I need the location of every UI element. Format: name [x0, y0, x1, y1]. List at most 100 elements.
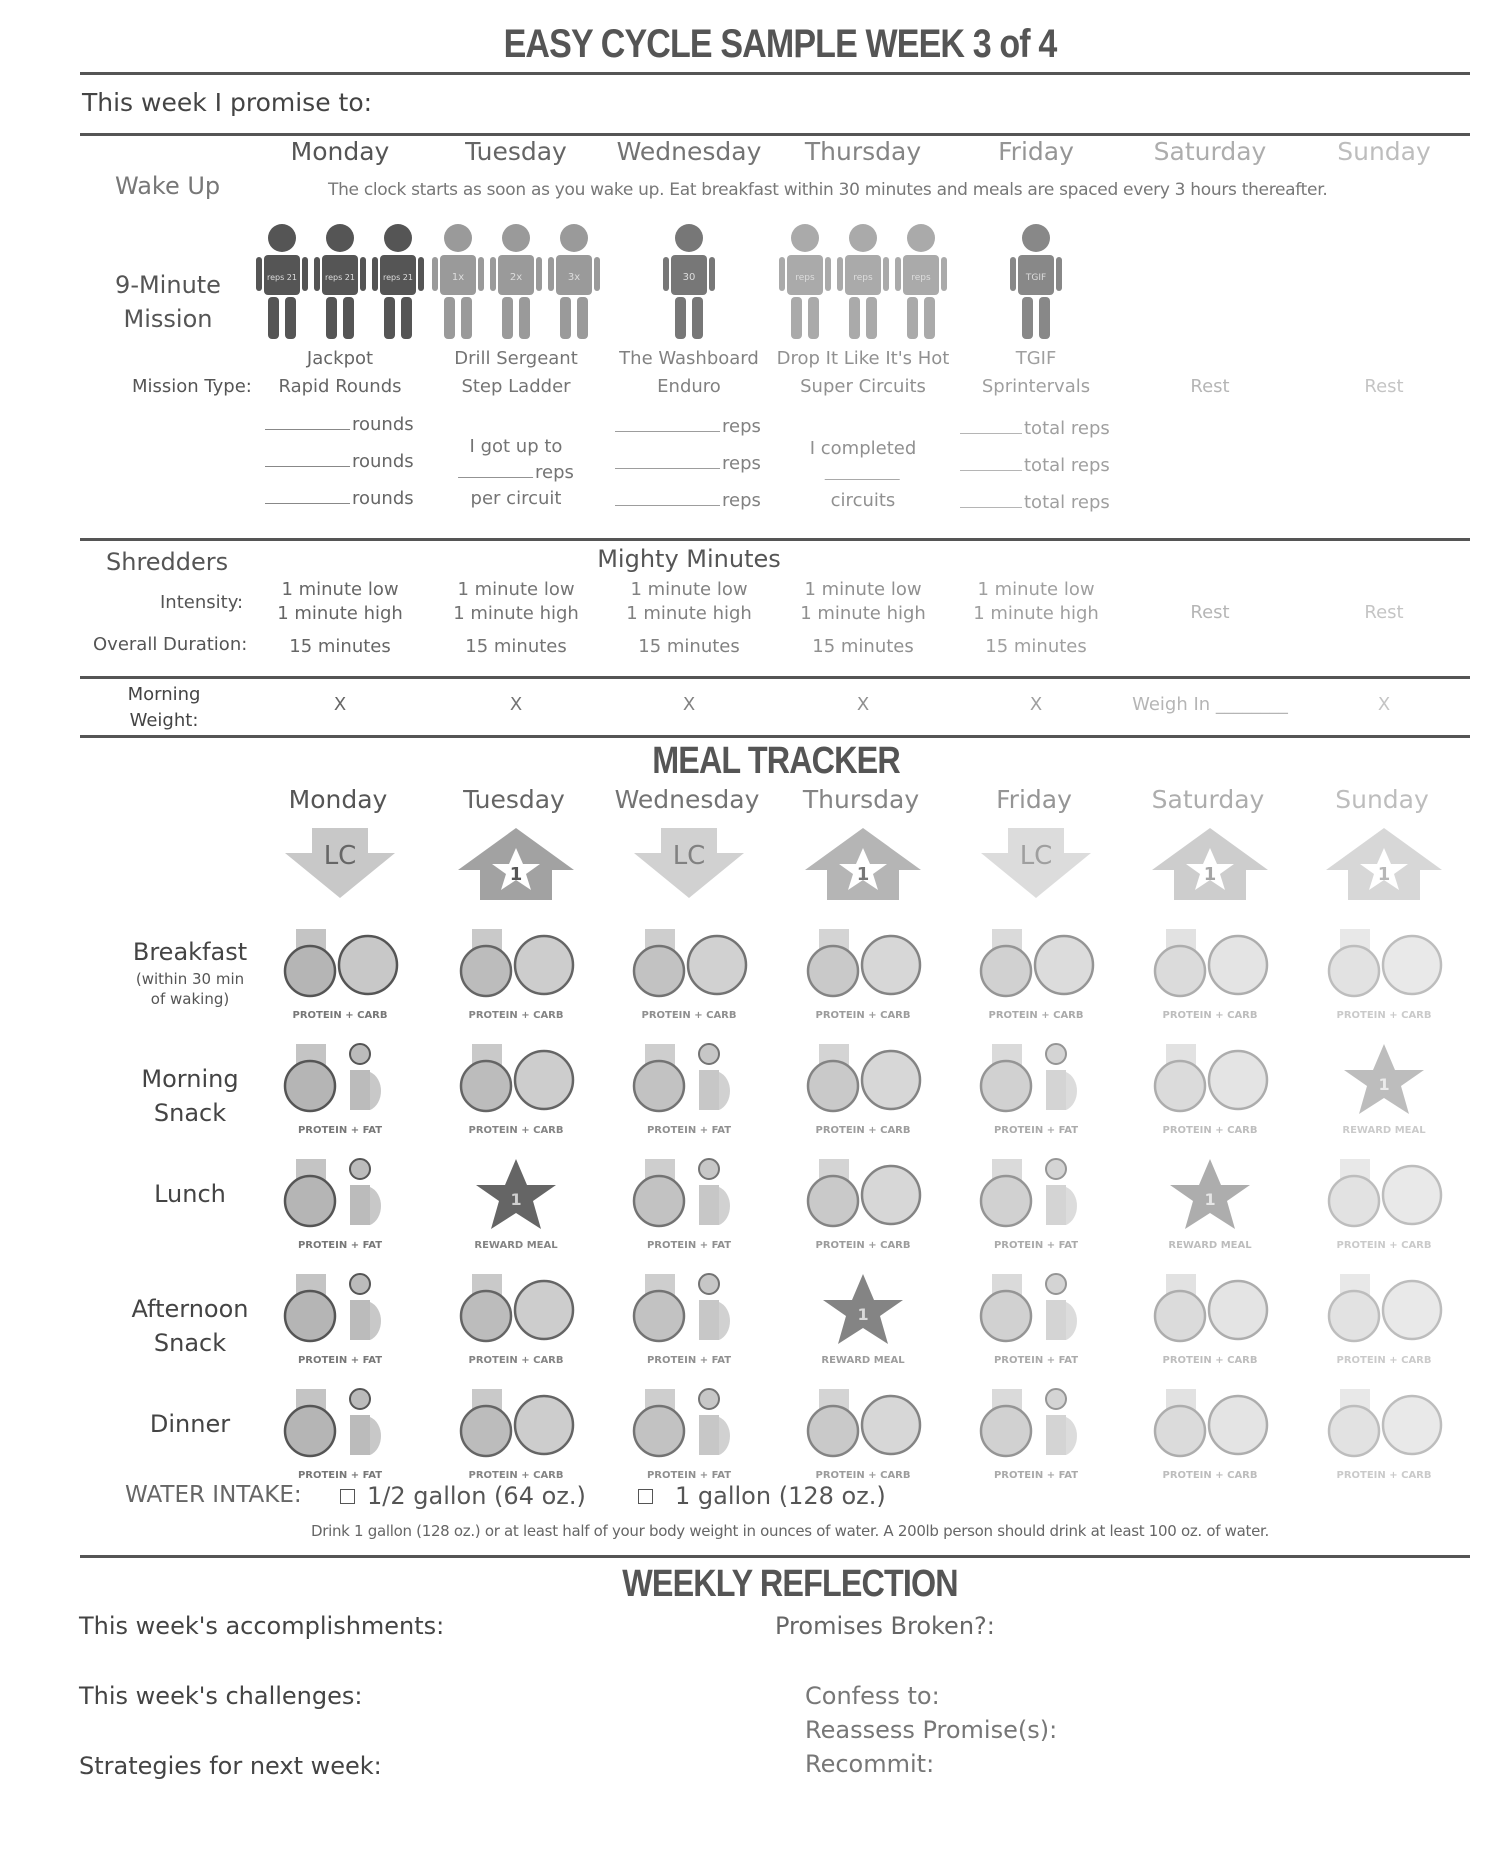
water-note: Drink 1 gallon (128 oz.) or at least hal… [310, 1522, 1270, 1540]
recommit-label: Recommit: [805, 1750, 935, 1778]
mission-type-label: Mission Type: [132, 376, 252, 397]
meal-caption: PROTEIN + CARB [1162, 1125, 1258, 1136]
water-option-half[interactable]: 1/2 gallon (64 oz.) [340, 1482, 586, 1510]
step-ladder-entry[interactable]: I got up to reps per circuit [458, 434, 574, 512]
mission-name: The Washboard [619, 348, 759, 369]
mission-type: Rest [1190, 376, 1230, 397]
reps-entry[interactable]: reps [615, 453, 761, 474]
weight-entry[interactable]: Weigh In ________ [1132, 694, 1288, 715]
reward-meal-star-icon: 1 [1170, 1159, 1250, 1229]
svg-text:1: 1 [857, 1305, 868, 1324]
weight-entry[interactable]: X [1029, 694, 1043, 715]
figure-label: 2x [510, 272, 522, 283]
protein-fat-icon [979, 1388, 1078, 1458]
meal-caption: PROTEIN + CARB [815, 1125, 911, 1136]
day-header: Sunday [1337, 137, 1431, 166]
meal-day-header: Thursday [802, 785, 920, 814]
rest-label: Rest [1190, 602, 1230, 623]
protein-fat-icon [632, 1043, 731, 1113]
high-carb-arrow-icon: 1 [1152, 828, 1268, 900]
person-figure-icon: reps [837, 224, 889, 339]
total-reps-entry[interactable]: total reps [960, 492, 1110, 513]
weight-entry[interactable]: X [509, 694, 523, 715]
high-carb-arrow-icon: 1 [1326, 828, 1442, 900]
reassess-label: Reassess Promise(s): [805, 1716, 1058, 1744]
svg-text:LC: LC [324, 841, 357, 871]
duration-value: 15 minutes [289, 636, 391, 657]
svg-text:1: 1 [510, 864, 523, 885]
divider [80, 538, 1470, 541]
reps-entry[interactable]: reps [615, 490, 761, 511]
intensity-value: 1 minute low 1 minute high [626, 578, 752, 626]
protein-fat-icon [979, 1158, 1078, 1228]
reps-entry[interactable]: reps [615, 416, 761, 437]
intensity-low: 1 minute low [977, 579, 1095, 600]
meal-caption: PROTEIN + CARB [988, 1010, 1084, 1021]
strategies-label: Strategies for next week: [79, 1752, 382, 1780]
svg-text:LC: LC [1020, 841, 1053, 871]
meal-day-header: Monday [288, 785, 388, 814]
meal-caption: PROTEIN + CARB [468, 1010, 564, 1021]
rounds-entry[interactable]: rounds [265, 451, 414, 472]
meal-caption: PROTEIN + FAT [646, 1125, 732, 1136]
weight-entry[interactable]: X [1377, 694, 1391, 715]
meal-caption: PROTEIN + FAT [993, 1355, 1079, 1366]
figure-label: 3x [568, 272, 580, 283]
total-reps-entry[interactable]: total reps [960, 455, 1110, 476]
meal-caption: PROTEIN + CARB [292, 1010, 388, 1021]
meal-tracker-title: MEAL TRACKER [652, 740, 900, 782]
day-header: Thursday [804, 137, 922, 166]
mission-name: TGIF [1015, 348, 1057, 369]
person-figure-icon: reps 21 [314, 224, 366, 339]
mission-type: Rapid Rounds [278, 376, 402, 397]
intensity-high: 1 minute high [626, 603, 752, 624]
divider [80, 735, 1470, 738]
meal-caption: PROTEIN + FAT [297, 1240, 383, 1251]
meal-day-header: Wednesday [614, 785, 760, 814]
meal-caption: PROTEIN + FAT [993, 1125, 1079, 1136]
rounds-entry[interactable]: rounds [265, 488, 414, 509]
person-figure-icon: reps 21 [372, 224, 424, 339]
meal-caption: PROTEIN + FAT [646, 1355, 732, 1366]
confess-label: Confess to: [805, 1682, 940, 1710]
mission-type: Step Ladder [461, 376, 571, 397]
day-header: Friday [998, 137, 1074, 166]
meal-caption: PROTEIN + FAT [646, 1470, 732, 1481]
weight-entry[interactable]: X [856, 694, 870, 715]
figure-label: reps [911, 273, 931, 283]
circuits-entry[interactable]: I completed circuits [809, 438, 917, 511]
option-label: 1/2 gallon (64 oz.) [367, 1482, 586, 1510]
meal-caption: PROTEIN + CARB [1336, 1470, 1432, 1481]
rounds-entry[interactable]: rounds [265, 414, 414, 435]
water-option-full[interactable]: 1 gallon (128 oz.) [638, 1482, 886, 1510]
low-carb-arrow-icon: LC [634, 828, 744, 898]
duration-label: Overall Duration: [93, 634, 248, 655]
weight-entry[interactable]: X [333, 694, 347, 715]
protein-fat-icon [632, 1273, 731, 1343]
meal-day-header: Saturday [1151, 785, 1265, 814]
figure-label: TGIF [1025, 273, 1046, 283]
svg-text:1: 1 [1378, 1075, 1389, 1094]
wake-up-label: Wake Up [115, 172, 221, 200]
total-reps-entry[interactable]: total reps [960, 418, 1110, 439]
protein-carb-icon [1327, 1274, 1443, 1343]
meal-caption: PROTEIN + CARB [468, 1125, 564, 1136]
figure-label: reps 21 [383, 273, 413, 282]
protein-carb-icon [1327, 1389, 1443, 1458]
meal-caption: REWARD MEAL [821, 1355, 905, 1366]
water-label: WATER INTAKE: [125, 1482, 302, 1508]
protein-carb-icon [806, 929, 922, 998]
meal-label: Dinner [149, 1410, 231, 1438]
intensity-low: 1 minute low [804, 579, 922, 600]
weight-entry[interactable]: X [682, 694, 696, 715]
morning-weight-label: Morning Weight: [127, 684, 201, 731]
figure-label: reps [795, 273, 815, 283]
checkbox[interactable] [638, 1489, 653, 1504]
intensity-low: 1 minute low [281, 579, 399, 600]
low-carb-arrow-icon: LC [285, 828, 395, 898]
protein-carb-icon [459, 1389, 575, 1458]
checkbox[interactable] [340, 1489, 355, 1504]
duration-value: 15 minutes [465, 636, 567, 657]
meal-label: Breakfast (within 30 min of waking) [132, 938, 248, 1008]
reflection-title: WEEKLY REFLECTION [622, 1563, 958, 1605]
